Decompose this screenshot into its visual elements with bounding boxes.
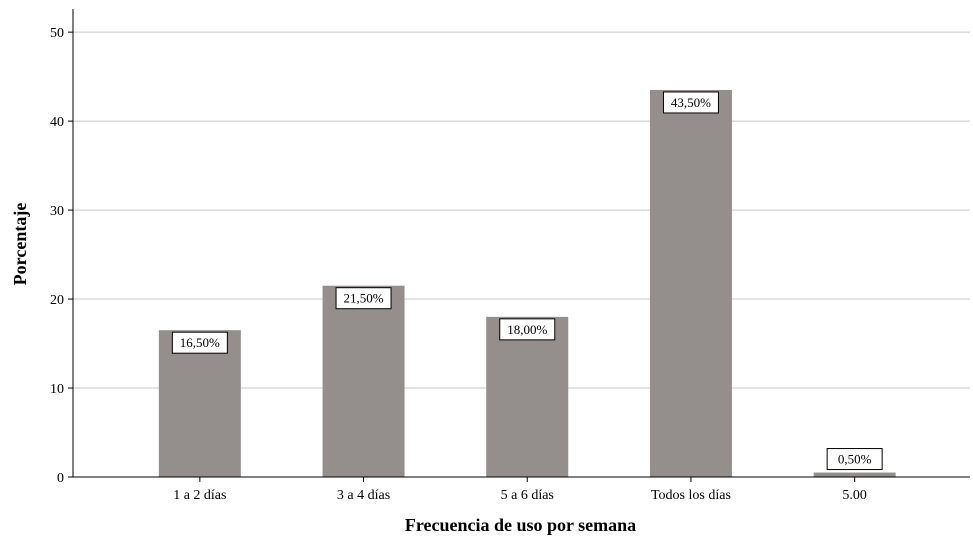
gridlines	[73, 31, 970, 389]
data-label: 0,50%	[838, 452, 872, 467]
data-label-box	[171, 331, 228, 354]
x-tick-label: 5.00	[842, 488, 867, 503]
y-tick-label: 0	[57, 471, 64, 486]
bar	[649, 89, 732, 477]
y-tick-label: 30	[50, 204, 64, 219]
y-axis-title: Porcentaje	[10, 203, 30, 286]
data-label-box	[499, 318, 556, 341]
data-label-box	[335, 287, 392, 310]
data-label: 18,00%	[507, 322, 547, 337]
x-tick-label: 5 a 6 días	[501, 488, 554, 503]
data-label-box	[826, 448, 883, 471]
bar	[158, 330, 241, 477]
bar	[486, 316, 569, 477]
data-labels: 16,50% 21,50% 18,00% 43,50% 0,50%	[171, 91, 883, 471]
x-axis-ticks: 1 a 2 días 3 a 4 días 5 a 6 días Todos los …	[173, 477, 867, 503]
x-axis-title: Frecuencia de uso por semana	[405, 515, 636, 535]
x-tick-label: Todos los días	[651, 488, 731, 503]
bar	[813, 472, 896, 477]
y-tick-label: 40	[50, 115, 64, 130]
x-tick-label: 1 a 2 días	[173, 488, 226, 503]
y-tick-label: 50	[50, 26, 64, 41]
y-axis-ticks: 0 10 20 30 40 50	[50, 26, 73, 486]
y-tick-label: 10	[50, 382, 64, 397]
x-tick-label: 3 a 4 días	[337, 488, 390, 503]
y-tick-label: 20	[50, 293, 64, 308]
bars	[158, 89, 896, 477]
data-label: 43,50%	[671, 95, 711, 110]
data-label: 16,50%	[180, 335, 220, 350]
data-label: 21,50%	[344, 291, 384, 306]
bar	[322, 285, 405, 477]
data-label-box	[662, 91, 719, 114]
